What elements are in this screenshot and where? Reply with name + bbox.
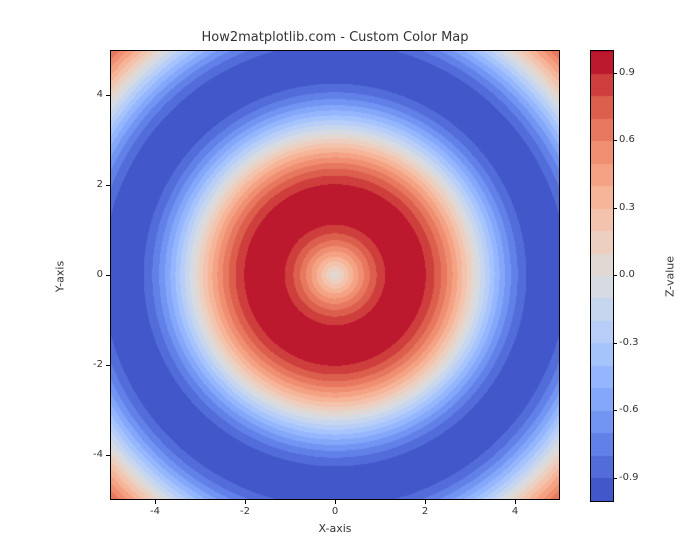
y-tick-label: -2: [75, 359, 103, 370]
spine-right: [559, 50, 560, 500]
x-tick: [245, 500, 246, 504]
z-tick: [613, 208, 617, 209]
y-tick-label: 0: [75, 269, 103, 280]
x-tick-label: 4: [500, 506, 530, 517]
x-tick-label: 2: [410, 506, 440, 517]
z-tick: [613, 73, 617, 74]
y-tick-label: -4: [75, 449, 103, 460]
x-tick: [425, 500, 426, 504]
colorbar-label: Z-value: [664, 247, 677, 307]
y-tick: [106, 455, 110, 456]
y-tick: [106, 365, 110, 366]
z-tick-label: 0.3: [619, 202, 649, 213]
spine-top: [110, 50, 560, 51]
z-tick: [613, 140, 617, 141]
y-tick: [106, 275, 110, 276]
z-tick-label: -0.3: [619, 337, 649, 348]
z-tick-label: 0.9: [619, 67, 649, 78]
x-axis-label: X-axis: [110, 522, 560, 535]
colorbar: [590, 50, 614, 502]
x-tick: [515, 500, 516, 504]
z-tick: [613, 343, 617, 344]
y-tick-label: 2: [75, 179, 103, 190]
x-tick-label: 0: [320, 506, 350, 517]
z-tick: [613, 275, 617, 276]
x-tick: [335, 500, 336, 504]
spine-left: [110, 50, 111, 500]
y-tick: [106, 95, 110, 96]
z-tick-label: 0.0: [619, 269, 649, 280]
y-tick-label: 4: [75, 89, 103, 100]
y-axis-label: Y-axis: [54, 247, 67, 307]
heatmap-plot: [110, 50, 560, 500]
z-tick-label: -0.9: [619, 472, 649, 483]
z-tick: [613, 478, 617, 479]
x-tick-label: -2: [230, 506, 260, 517]
z-tick-label: 0.6: [619, 134, 649, 145]
y-tick: [106, 185, 110, 186]
chart-title: How2matplotlib.com - Custom Color Map: [110, 30, 560, 45]
z-tick: [613, 410, 617, 411]
z-tick-label: -0.6: [619, 404, 649, 415]
x-tick: [155, 500, 156, 504]
x-tick-label: -4: [140, 506, 170, 517]
